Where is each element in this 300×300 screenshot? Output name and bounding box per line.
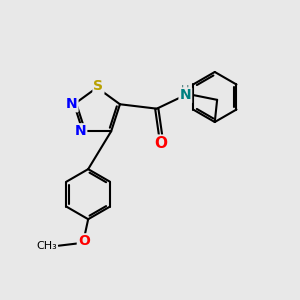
Text: N: N [75, 124, 86, 138]
Text: O: O [78, 234, 90, 248]
Text: N: N [179, 88, 191, 102]
Text: H: H [181, 85, 190, 95]
Text: N: N [66, 97, 77, 111]
Text: O: O [155, 136, 168, 151]
Text: CH₃: CH₃ [37, 241, 57, 251]
Text: S: S [94, 79, 103, 93]
